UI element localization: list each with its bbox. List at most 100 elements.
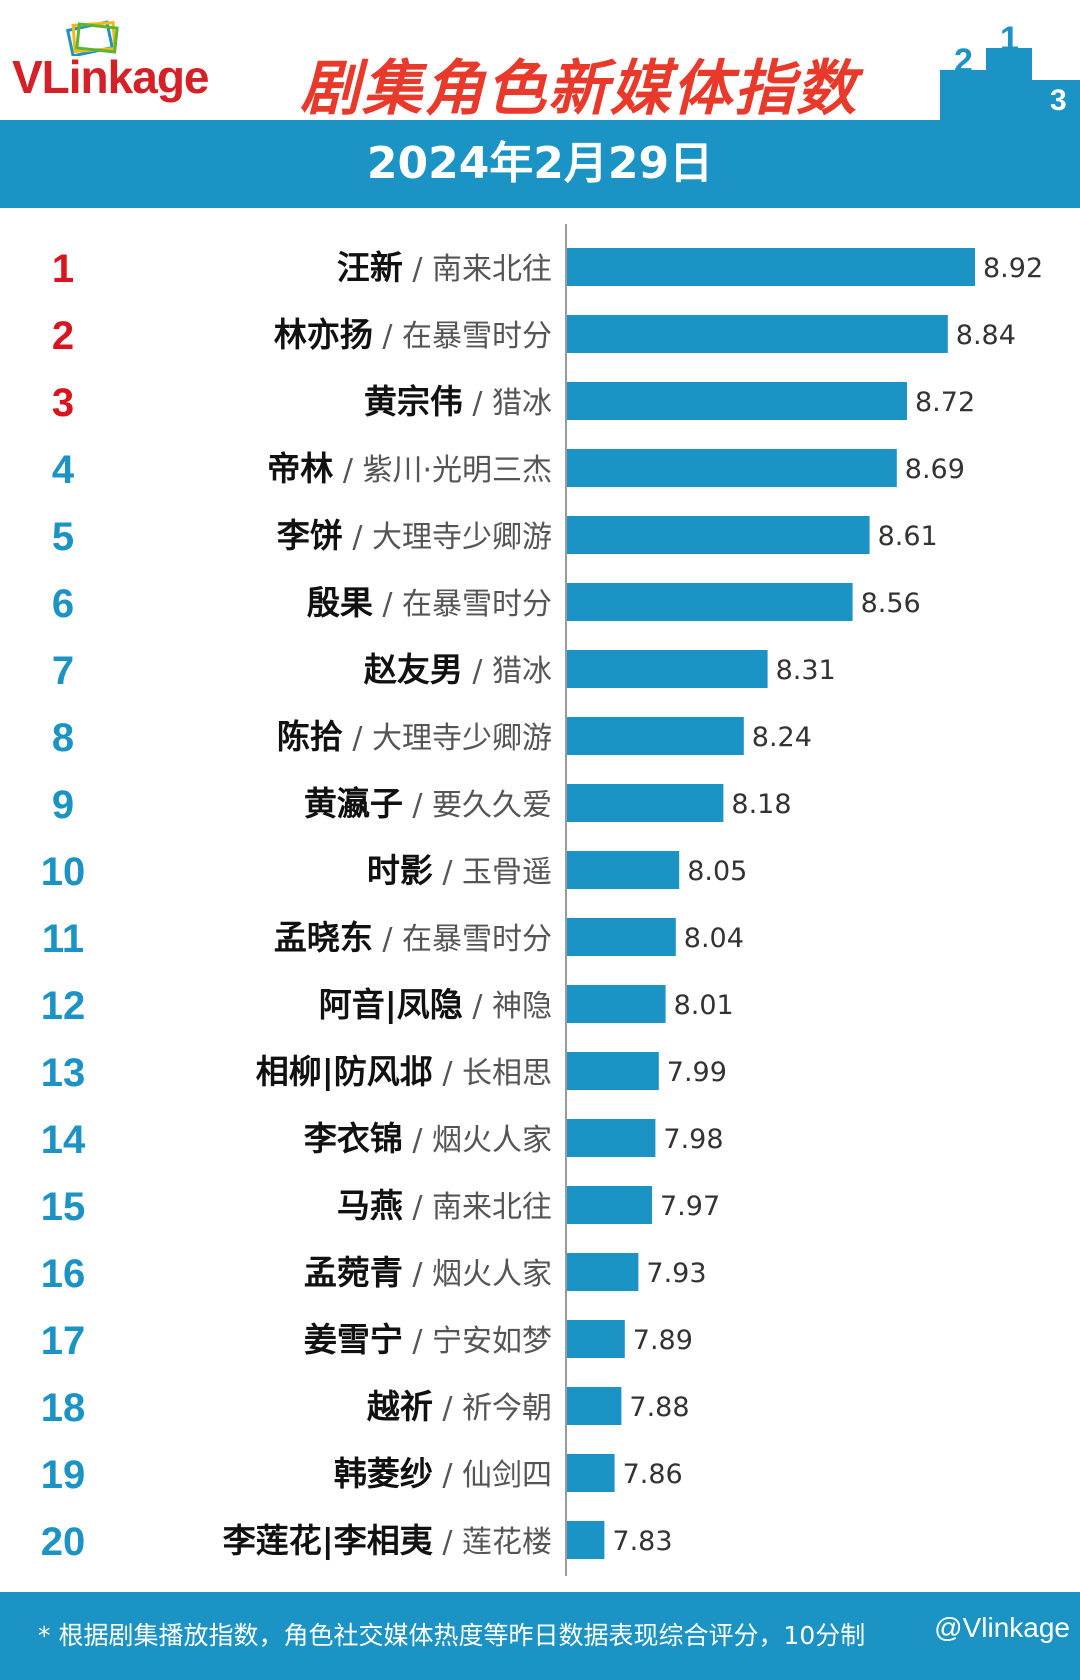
value-label: 8.69 <box>905 454 965 485</box>
value-label: 8.84 <box>956 320 1016 351</box>
podium-label-1: 1 <box>1000 20 1019 58</box>
character-name: 相柳|防风邶 <box>256 1052 433 1091</box>
value-label: 8.18 <box>731 789 791 820</box>
character-name: 时影 <box>367 851 433 890</box>
drama-title: / 猎冰 <box>463 386 552 421</box>
drama-title: / 大理寺少卿游 <box>343 520 552 555</box>
character-name: 阿音|凤隐 <box>319 985 463 1024</box>
character-name: 孟晓东 <box>274 918 373 957</box>
bar <box>567 1320 625 1358</box>
rank-label: 10 <box>41 850 86 894</box>
rank-label: 1 <box>52 247 74 291</box>
drama-title: / 仙剑四 <box>433 1458 552 1493</box>
bar <box>567 650 768 688</box>
category-label: 汪新 / 南来北往 <box>337 248 552 287</box>
rank-label: 18 <box>41 1386 86 1430</box>
drama-title: / 在暴雪时分 <box>373 587 552 622</box>
drama-title: / 宁安如梦 <box>403 1324 552 1359</box>
character-name: 姜雪宁 <box>304 1320 403 1359</box>
category-label: 孟晓东 / 在暴雪时分 <box>274 918 552 957</box>
bar <box>567 248 975 286</box>
character-name: 马燕 <box>337 1186 403 1225</box>
bar <box>567 851 680 889</box>
character-name: 黄瀛子 <box>304 784 403 823</box>
category-label: 阿音|凤隐 / 神隐 <box>319 985 552 1024</box>
date-label: 2024年2月29日 <box>366 138 714 189</box>
bar <box>567 784 724 822</box>
value-label: 7.99 <box>667 1057 727 1088</box>
logo-frames-icon <box>65 20 119 56</box>
value-label: 8.61 <box>878 521 938 552</box>
podium-label-2: 2 <box>954 42 973 80</box>
drama-title: / 祈今朝 <box>433 1391 552 1426</box>
rank-label: 19 <box>41 1453 86 1497</box>
bar <box>567 1521 605 1559</box>
value-label: 7.89 <box>633 1325 693 1356</box>
character-name: 殷果 <box>307 583 373 622</box>
value-label: 7.86 <box>623 1459 683 1490</box>
bar <box>567 1186 652 1224</box>
bar <box>567 1253 639 1291</box>
value-label: 7.93 <box>646 1258 706 1289</box>
category-label: 李衣锦 / 烟火人家 <box>304 1119 552 1158</box>
category-label: 马燕 / 南来北往 <box>337 1186 552 1225</box>
drama-title: / 紫川·光明三杰 <box>333 453 552 488</box>
podium-label-3: 3 <box>1050 84 1067 117</box>
rank-label: 11 <box>42 917 84 961</box>
value-label: 8.56 <box>861 588 921 619</box>
rank-label: 16 <box>41 1252 86 1296</box>
value-label: 8.04 <box>684 923 744 954</box>
bar <box>567 1454 615 1492</box>
value-label: 7.88 <box>629 1392 689 1423</box>
rank-label: 15 <box>41 1185 86 1229</box>
drama-title: / 长相思 <box>433 1056 552 1091</box>
category-label: 孟菀青 / 烟火人家 <box>304 1253 552 1292</box>
footnote: * 根据剧集播放指数，角色社交媒体热度等昨日数据表现综合评分，10分制 <box>38 1621 866 1650</box>
value-label: 8.05 <box>687 856 747 887</box>
bar <box>567 985 666 1023</box>
vlinkage-logo: VLinkage <box>12 20 242 120</box>
drama-title: / 南来北往 <box>403 252 552 287</box>
value-label: 7.97 <box>660 1191 720 1222</box>
character-name: 赵友男 <box>364 650 463 689</box>
character-name: 越祈 <box>367 1387 433 1426</box>
character-name: 黄宗伟 <box>364 382 463 421</box>
bar <box>567 516 870 554</box>
bar <box>567 918 676 956</box>
bar <box>567 1119 656 1157</box>
date-banner: 2024年2月29日 <box>0 120 1080 208</box>
value-label: 8.31 <box>776 655 836 686</box>
drama-title: / 在暴雪时分 <box>373 922 552 957</box>
bar <box>567 583 853 621</box>
value-label: 7.83 <box>612 1526 672 1557</box>
category-label: 黄瀛子 / 要久久爱 <box>304 784 552 823</box>
rank-label: 6 <box>52 582 74 626</box>
rank-label: 17 <box>41 1319 86 1363</box>
drama-title: / 莲花楼 <box>433 1525 552 1560</box>
bar <box>567 1387 622 1425</box>
value-label: 7.98 <box>663 1124 723 1155</box>
rank-label: 14 <box>41 1118 86 1162</box>
drama-title: / 烟火人家 <box>403 1257 552 1292</box>
character-name: 汪新 <box>337 248 403 287</box>
rank-label: 5 <box>52 515 74 559</box>
bar <box>567 717 744 755</box>
drama-title: / 南来北往 <box>403 1190 552 1225</box>
category-label: 殷果 / 在暴雪时分 <box>307 583 552 622</box>
character-name: 孟菀青 <box>304 1253 403 1292</box>
value-label: 8.24 <box>752 722 812 753</box>
drama-title: / 神隐 <box>463 989 552 1024</box>
category-label: 韩菱纱 / 仙剑四 <box>334 1454 552 1493</box>
ranking-bar-chart: 1 汪新 / 南来北往 8.92 2 林亦扬 / 在暴雪时分 8.84 3 黄宗伟 / 猎冰 8… <box>41 224 1043 1576</box>
character-name: 帝林 <box>267 449 333 488</box>
logo-text: VLinkage <box>12 51 210 103</box>
rank-label: 12 <box>41 984 86 1028</box>
rank-label: 20 <box>41 1520 86 1564</box>
drama-title: / 烟火人家 <box>403 1123 552 1158</box>
drama-title: / 大理寺少卿游 <box>343 721 552 756</box>
character-name: 李衣锦 <box>304 1119 403 1158</box>
footer: * 根据剧集播放指数，角色社交媒体热度等昨日数据表现综合评分，10分制 @Vli… <box>0 1592 1080 1680</box>
drama-title: / 猎冰 <box>463 654 552 689</box>
bar <box>567 382 907 420</box>
category-label: 相柳|防风邶 / 长相思 <box>256 1052 552 1091</box>
